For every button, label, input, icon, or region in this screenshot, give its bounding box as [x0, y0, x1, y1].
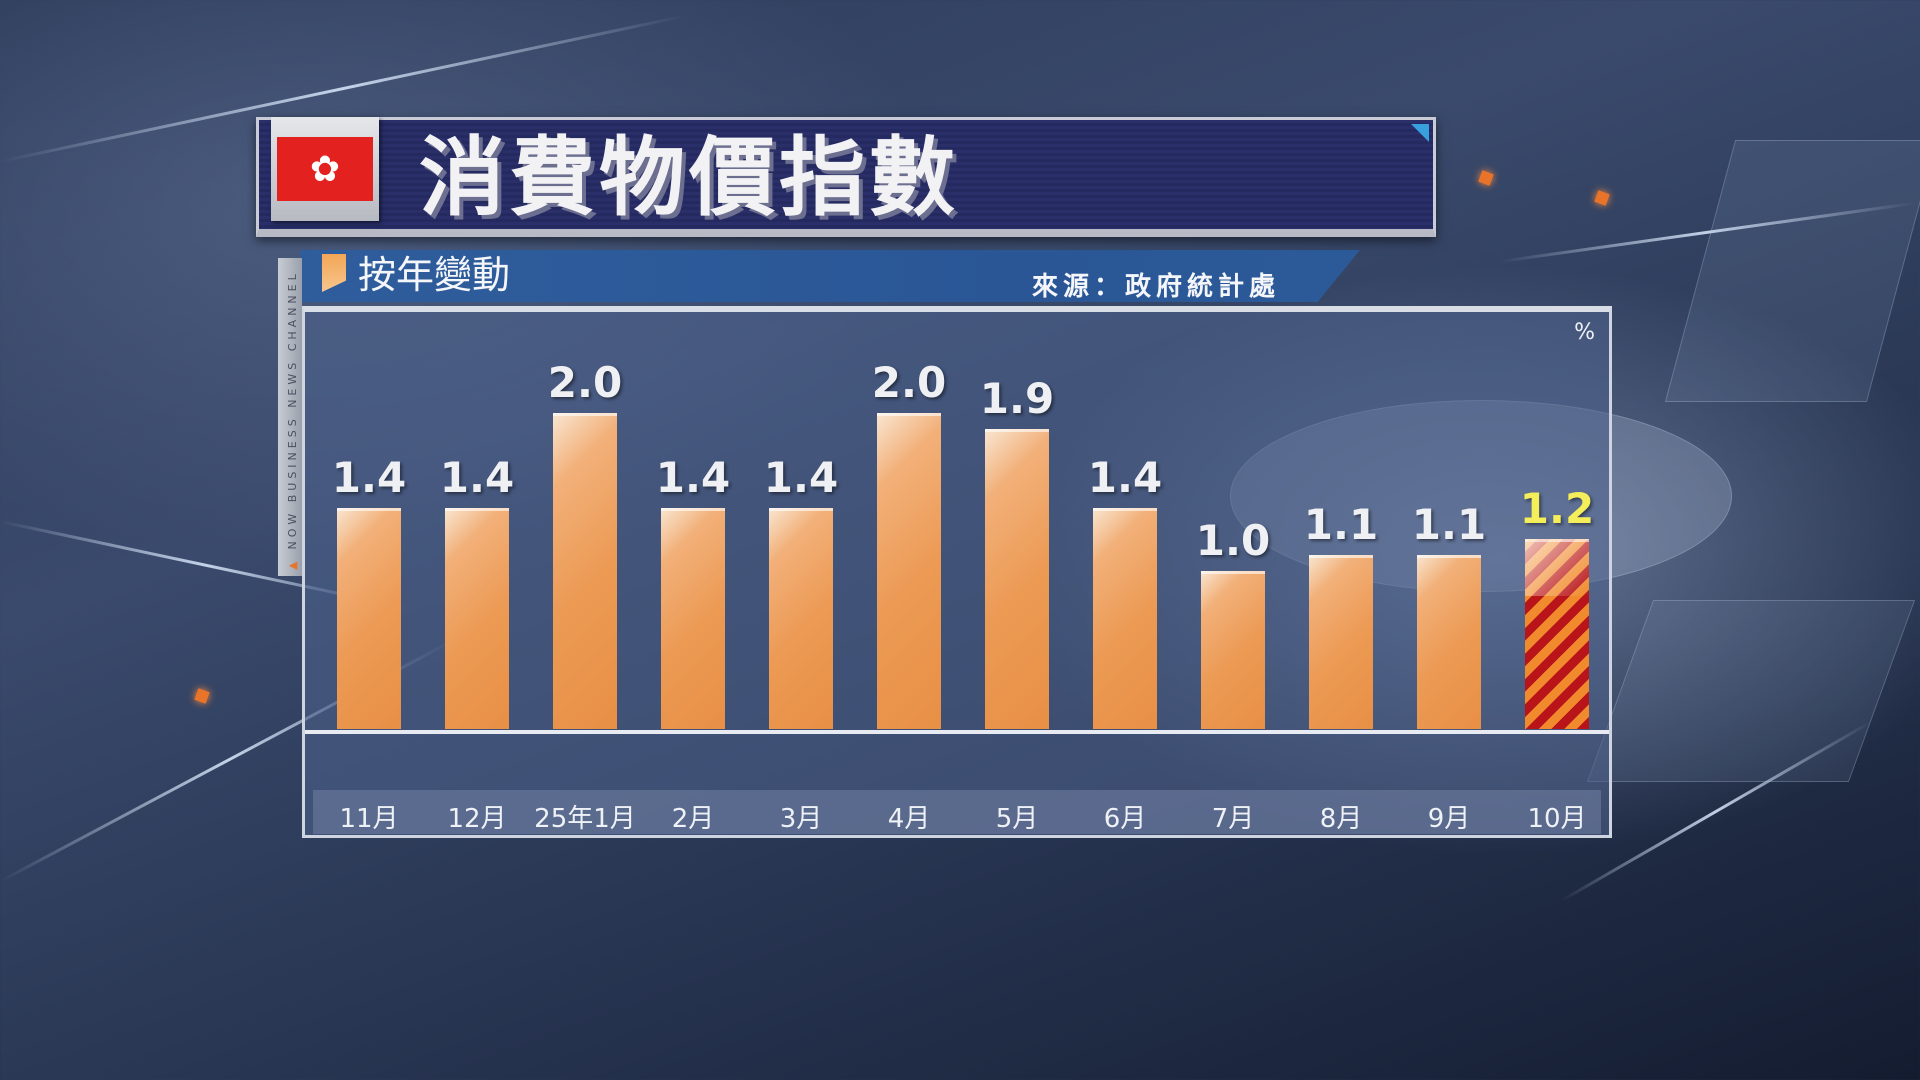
background-cube	[1594, 190, 1610, 206]
bar-group: 2.0	[872, 353, 946, 729]
x-axis-label: 4月	[887, 804, 931, 834]
value-label: 2.0	[871, 358, 947, 407]
bar-group: 1.4	[440, 448, 514, 729]
x-axis-band	[313, 790, 1601, 834]
x-axis-label: 6月	[1103, 804, 1147, 834]
bar-group: 1.0	[1196, 511, 1270, 729]
bar	[1201, 571, 1265, 729]
background-cube	[194, 688, 210, 704]
bar	[877, 413, 941, 729]
bar	[445, 508, 509, 729]
value-label: 1.4	[763, 453, 839, 502]
subtitle-label: 按年變動	[358, 253, 511, 297]
value-label: 1.4	[331, 453, 407, 502]
x-axis-label: 25年1月	[534, 804, 636, 834]
x-axis-label: 2月	[671, 804, 715, 834]
value-label: 1.9	[979, 374, 1055, 423]
value-label: 1.1	[1411, 500, 1487, 549]
highlighted-bar	[1525, 539, 1589, 729]
channel-side-tab: ▲ NOW BUSINESS NEWS CHANNEL	[278, 258, 302, 576]
x-axis-label: 12月	[447, 804, 507, 834]
title-bar: ✿ 消費物價指數	[256, 117, 1436, 237]
value-label: 1.1	[1303, 500, 1379, 549]
bar-group: 1.4	[656, 448, 730, 729]
bauhinia-icon: ✿	[309, 148, 341, 190]
value-label: 1.2	[1519, 484, 1595, 533]
bar-group: 1.4	[1088, 448, 1162, 729]
bar	[1309, 555, 1373, 729]
bar	[769, 508, 833, 729]
source-label: 來源：政府統計處	[1031, 272, 1280, 302]
triangle-icon: ▲	[286, 557, 299, 570]
flag-frame: ✿	[271, 117, 379, 221]
bar	[553, 413, 617, 729]
bar-group: 1.4	[764, 448, 838, 729]
bar-group: 1.2	[1520, 479, 1594, 729]
subtitle-bar: 按年變動 來源：政府統計處	[300, 250, 1360, 302]
bar-group: 1.1	[1412, 495, 1486, 729]
bar	[661, 508, 725, 729]
bar-chart: % 1.4 11月 1.4 12月 2.0 25年1月 1.4 2月 1.4 3月 2.0 4月 1.9…	[302, 306, 1612, 838]
bar-group: 1.4	[332, 448, 406, 729]
value-label: 1.4	[1087, 453, 1163, 502]
x-axis-label: 9月	[1427, 804, 1471, 834]
value-label: 1.0	[1195, 516, 1271, 565]
bar-group: 2.0	[548, 353, 622, 729]
bar	[1417, 555, 1481, 729]
x-axis-label: 3月	[779, 804, 823, 834]
x-axis-label: 8月	[1319, 804, 1363, 834]
subtitle-marker-icon	[322, 254, 346, 292]
background-panel	[1664, 140, 1920, 402]
value-label: 1.4	[439, 453, 515, 502]
bar-group: 1.9	[980, 369, 1054, 729]
background-cube	[1478, 170, 1494, 186]
page-title: 消費物價指數	[419, 128, 959, 228]
hong-kong-flag-icon: ✿	[277, 137, 373, 201]
x-axis-label: 11月	[339, 804, 399, 834]
chart-baseline	[305, 730, 1609, 734]
x-axis-label: 5月	[995, 804, 1039, 834]
bar	[1093, 508, 1157, 729]
channel-name: NOW BUSINESS NEWS CHANNEL	[286, 270, 299, 550]
value-label: 1.4	[655, 453, 731, 502]
bar	[985, 429, 1049, 729]
bar-group: 1.1	[1304, 495, 1378, 729]
value-label: 2.0	[547, 358, 623, 407]
bar	[337, 508, 401, 729]
background-panel	[1586, 600, 1916, 782]
x-axis-label: 10月	[1527, 804, 1587, 834]
x-axis-label: 7月	[1211, 804, 1255, 834]
unit-label: %	[1574, 320, 1595, 345]
